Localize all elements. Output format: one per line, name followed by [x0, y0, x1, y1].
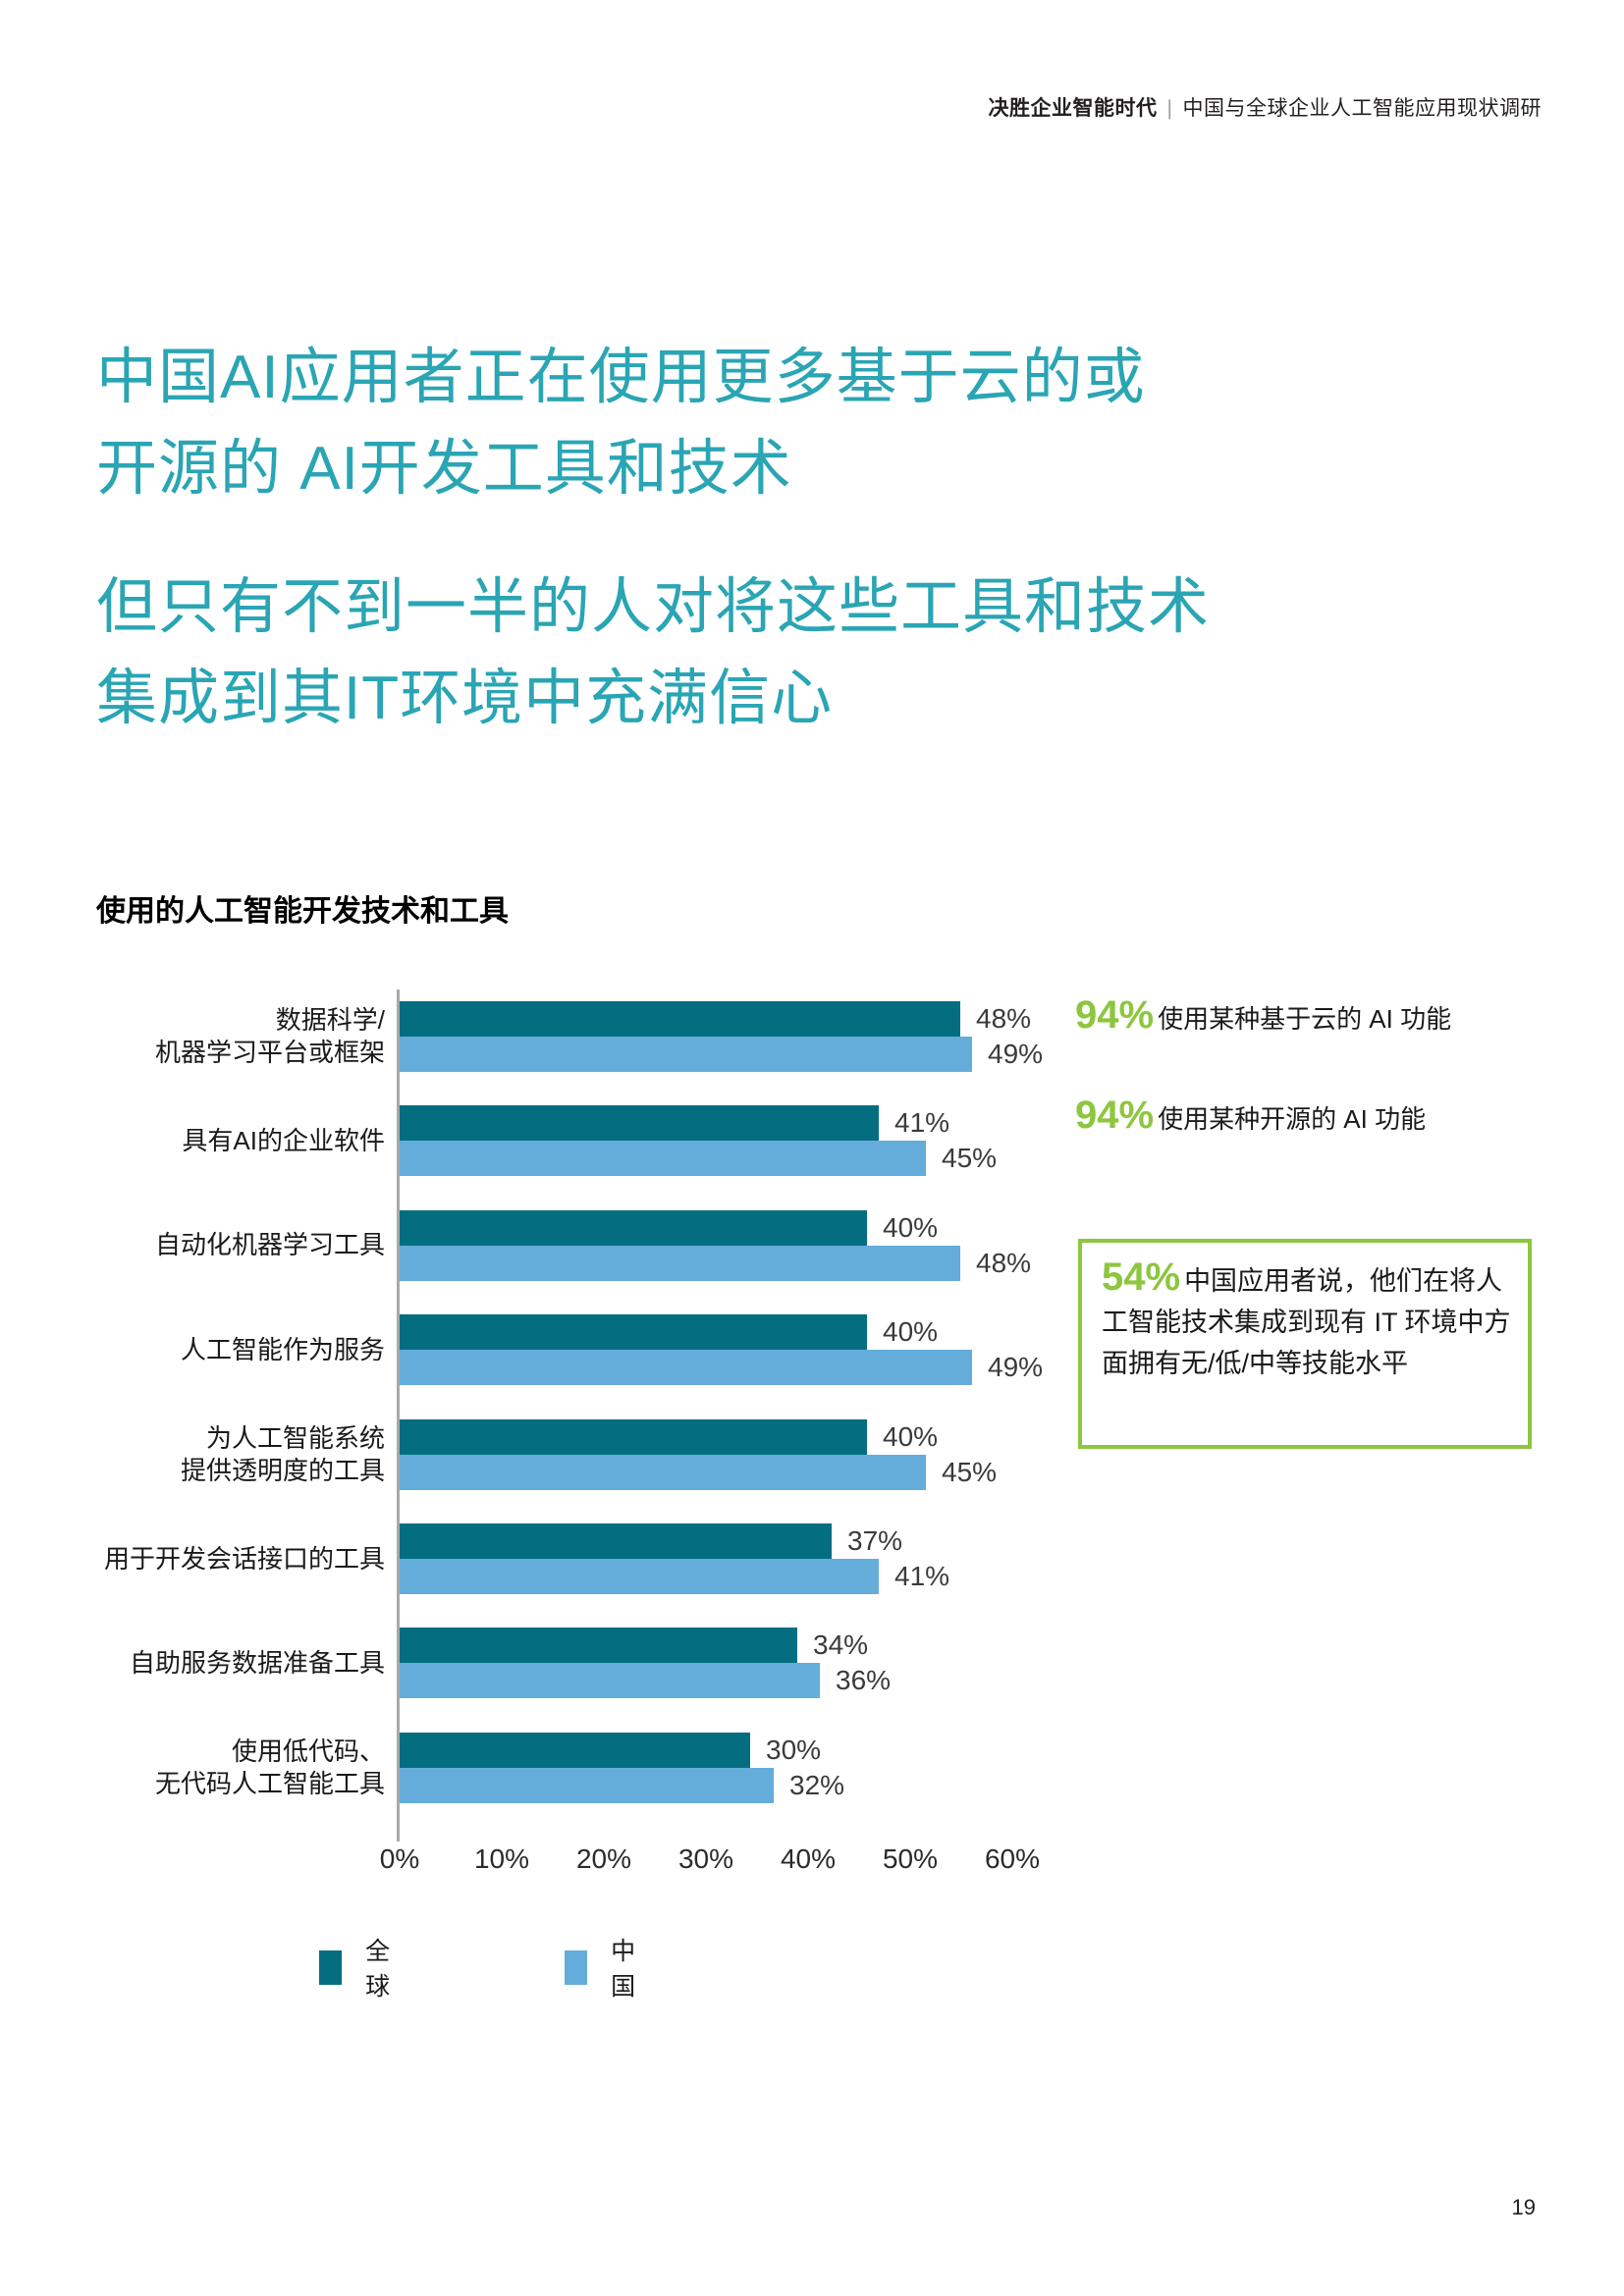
category-label: 具有AI的企业软件 — [98, 1125, 385, 1157]
legend-swatch-icon — [565, 1949, 588, 1985]
value-label: 41% — [894, 1561, 950, 1591]
bar-中国-7 — [400, 1768, 774, 1803]
main-heading: 中国AI应用者正在使用更多基于云的或 开源的 AI开发工具和技术 — [96, 332, 1146, 514]
category-label: 数据科学/机器学习平台或框架 — [98, 1004, 385, 1069]
callout-text-wrap: 54% 中国应用者说，他们在将人工智能技术集成到现有 IT 环境中方面拥有无/低/… — [1102, 1256, 1511, 1378]
bar-全球-1 — [400, 1105, 879, 1141]
category-label: 自动化机器学习工具 — [98, 1229, 385, 1261]
category-label-line: 机器学习平台或框架 — [154, 1038, 385, 1067]
value-label: 36% — [836, 1665, 892, 1695]
legend-label: 中国 — [611, 1938, 636, 2001]
main-heading-line-1: 中国AI应用者正在使用更多基于云的或 — [96, 344, 1146, 411]
category-label-line: 用于开发会话接口的工具 — [103, 1544, 385, 1574]
callout-box: 54% 中国应用者说，他们在将人工智能技术集成到现有 IT 环境中方面拥有无/低/… — [1078, 1239, 1532, 1449]
value-label: 49% — [988, 1352, 1044, 1382]
running-header-subtitle: 中国与全球企业人工智能应用现状调研 — [1182, 97, 1542, 120]
x-tick-label: 40% — [780, 1843, 837, 1874]
category-label-line: 使用低代码、 — [231, 1736, 385, 1766]
sub-heading-line-1: 但只有不到一半的人对将这些工具和技术 — [96, 573, 1211, 641]
bar-全球-6 — [400, 1628, 797, 1663]
chart-title: 使用的人工智能开发技术和工具 — [96, 895, 509, 928]
bar-中国-4 — [400, 1455, 926, 1490]
value-label: 49% — [988, 1039, 1044, 1069]
bar-中国-6 — [400, 1663, 820, 1698]
main-heading-line-2: 开源的 AI开发工具和技术 — [96, 435, 792, 503]
value-label: 45% — [942, 1457, 998, 1487]
category-label-line: 无代码人工智能工具 — [154, 1769, 385, 1798]
category-label: 使用低代码、无代码人工智能工具 — [98, 1735, 385, 1800]
legend-swatch-icon — [319, 1949, 343, 1985]
category-label-line: 自动化机器学习工具 — [154, 1230, 385, 1259]
bar-全球-4 — [400, 1419, 867, 1455]
value-label: 30% — [766, 1735, 822, 1765]
category-label: 用于开发会话接口的工具 — [98, 1543, 385, 1575]
bar-中国-3 — [400, 1350, 972, 1385]
stat-open-source-ai-value: 94% — [1075, 1094, 1155, 1137]
value-label: 40% — [883, 1212, 939, 1243]
running-header-separator: | — [1166, 97, 1173, 120]
sub-heading-line-2: 集成到其IT环境中充满信心 — [96, 665, 834, 732]
running-header-report-name: 决胜企业智能时代 — [988, 97, 1158, 120]
bar-全球-5 — [400, 1523, 832, 1559]
x-tick-label: 60% — [984, 1843, 1041, 1874]
value-label: 37% — [847, 1525, 903, 1556]
bar-中国-0 — [400, 1037, 972, 1072]
value-label: 48% — [976, 1003, 1032, 1034]
stat-cloud-ai-text: 使用某种基于云的 AI 功能 — [1158, 1004, 1452, 1034]
x-tick-label: 20% — [575, 1843, 632, 1874]
x-tick-label: 0% — [379, 1843, 420, 1874]
value-label: 41% — [894, 1107, 950, 1138]
category-label-line: 为人工智能系统 — [205, 1423, 385, 1453]
value-label: 45% — [942, 1143, 998, 1173]
bar-全球-0 — [400, 1001, 960, 1037]
category-label-line: 提供透明度的工具 — [180, 1456, 385, 1485]
x-tick-label: 50% — [882, 1843, 939, 1874]
bar-中国-2 — [400, 1246, 960, 1281]
bar-全球-3 — [400, 1314, 867, 1350]
legend-item-全球: 全球 — [319, 1932, 400, 2002]
category-label-line: 具有AI的企业软件 — [182, 1126, 385, 1155]
category-label-line: 数据科学/ — [275, 1005, 385, 1035]
page-number: 19 — [1511, 2195, 1536, 2219]
category-label: 人工智能作为服务 — [98, 1334, 385, 1366]
running-header: 决胜企业智能时代 | 中国与全球企业人工智能应用现状调研 — [989, 92, 1542, 122]
value-label: 40% — [883, 1421, 939, 1452]
stat-open-source-ai-text: 使用某种开源的 AI 功能 — [1158, 1104, 1427, 1134]
stat-cloud-ai-value: 94% — [1075, 993, 1155, 1037]
category-label-line: 人工智能作为服务 — [180, 1335, 385, 1364]
value-label: 34% — [813, 1629, 869, 1660]
value-label: 40% — [883, 1316, 939, 1347]
value-label: 48% — [976, 1248, 1032, 1278]
legend-item-中国: 中国 — [565, 1932, 645, 2002]
stat-cloud-ai: 94% 使用某种基于云的 AI 功能 — [1075, 993, 1605, 1038]
x-tick-label: 10% — [473, 1843, 530, 1874]
x-tick-label: 30% — [677, 1843, 734, 1874]
category-label: 自助服务数据准备工具 — [98, 1647, 385, 1680]
stat-open-source-ai: 94% 使用某种开源的 AI 功能 — [1075, 1094, 1605, 1138]
value-label: 32% — [789, 1770, 845, 1800]
bar-chart: 数据科学/机器学习平台或框架 48% 49% 具有AI的企业软件 41% 45% 自动化机器… — [98, 989, 1080, 1906]
bar-中国-1 — [400, 1141, 926, 1176]
bar-全球-2 — [400, 1210, 867, 1246]
sub-heading: 但只有不到一半的人对将这些工具和技术 集成到其IT环境中充满信心 — [96, 561, 1210, 744]
bar-中国-5 — [400, 1559, 879, 1594]
category-label: 为人工智能系统提供透明度的工具 — [98, 1422, 385, 1487]
y-axis-line — [397, 989, 400, 1842]
category-label-line: 自助服务数据准备工具 — [129, 1648, 385, 1678]
callout-text: 中国应用者说，他们在将人工智能技术集成到现有 IT 环境中方面拥有无/低/中等技… — [1102, 1266, 1511, 1378]
legend-label: 全球 — [365, 1938, 391, 2001]
bar-全球-7 — [400, 1733, 750, 1768]
callout-value: 54% — [1102, 1255, 1181, 1299]
